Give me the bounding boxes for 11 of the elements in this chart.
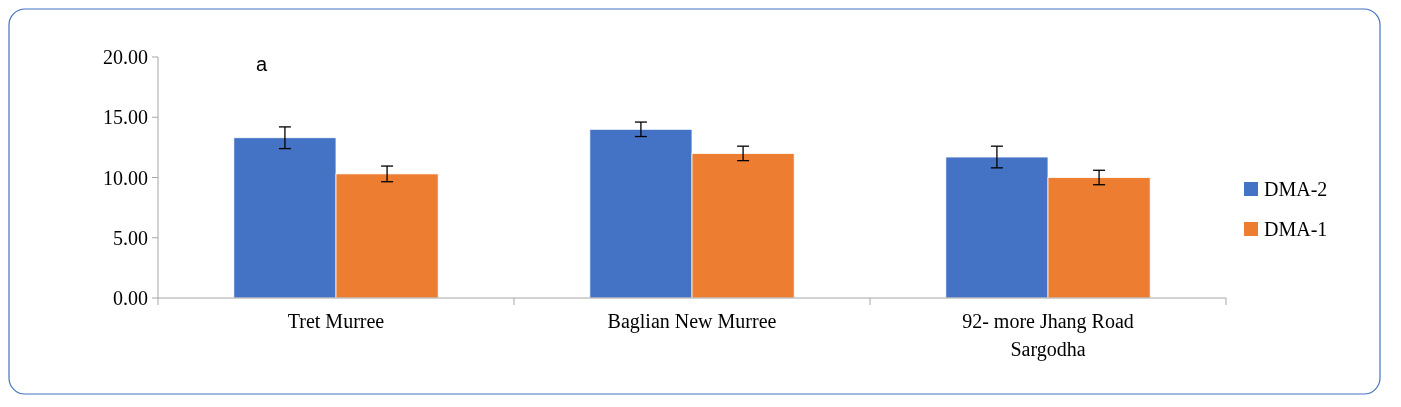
annotation: a — [256, 53, 268, 75]
x-tick-label: 92- more Jhang Road Sargodha — [962, 310, 1134, 361]
y-tick-label: 15.00 — [103, 106, 148, 129]
legend-label: DMA-1 — [1264, 218, 1328, 240]
legend-label: DMA-2 — [1264, 178, 1328, 200]
x-tick-label: Baglian New Murree — [607, 310, 777, 333]
y-tick-label: 0.00 — [113, 287, 148, 309]
x-tick-label: Tret Murree — [287, 310, 385, 332]
y-tick-label: 20.00 — [103, 46, 148, 68]
y-tick-label: 10.00 — [103, 166, 148, 189]
y-tick-label: 5.00 — [113, 226, 148, 249]
